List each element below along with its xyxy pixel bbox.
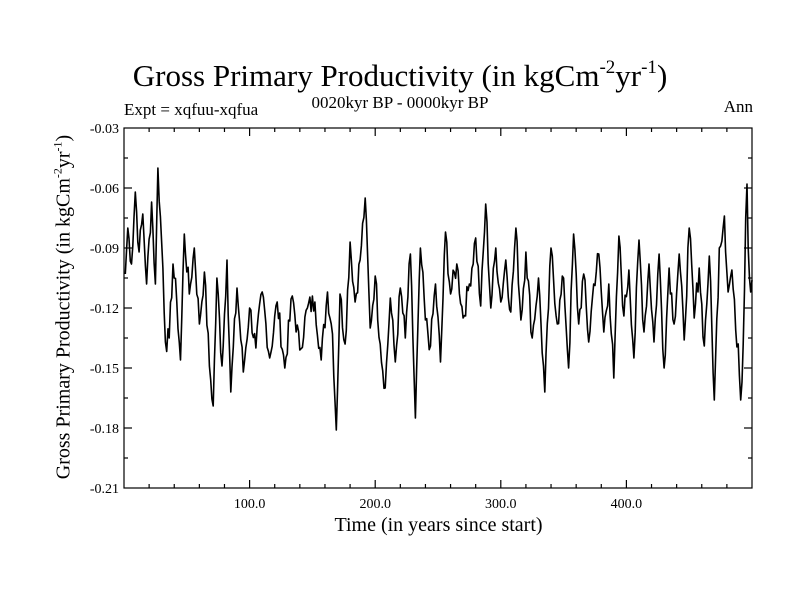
y-tick-label: -0.21 <box>90 482 119 497</box>
season-label: Ann <box>723 97 753 116</box>
gpp-series-line <box>124 167 753 431</box>
y-tick-label: -0.12 <box>90 302 119 317</box>
x-tick-label: 300.0 <box>485 497 517 512</box>
y-tick-label: -0.03 <box>90 122 119 137</box>
y-tick-label: -0.06 <box>90 182 119 197</box>
x-tick-label: 200.0 <box>359 497 391 512</box>
experiment-label: Expt = xqfuu-xqfua <box>124 100 259 119</box>
x-tick-label: 100.0 <box>234 497 266 512</box>
x-axis-label: Time (in years since start) <box>334 514 543 536</box>
y-tick-label: -0.15 <box>90 362 119 377</box>
y-tick-label: -0.18 <box>90 422 119 437</box>
period-label: 0020kyr BP - 0000kyr BP <box>311 93 489 112</box>
axis-tick-labels: 100.0 200.0 300.0 400.0 -0.03 -0.06 -0.09 -0.12… <box>90 122 642 512</box>
chart-title: Gross Primary Productivity (in kgCm-2yr-… <box>132 57 668 93</box>
x-tick-label: 400.0 <box>611 497 643 512</box>
axis-ticks <box>124 128 752 488</box>
plot-frame <box>123 127 753 489</box>
y-tick-label: -0.09 <box>90 242 119 257</box>
